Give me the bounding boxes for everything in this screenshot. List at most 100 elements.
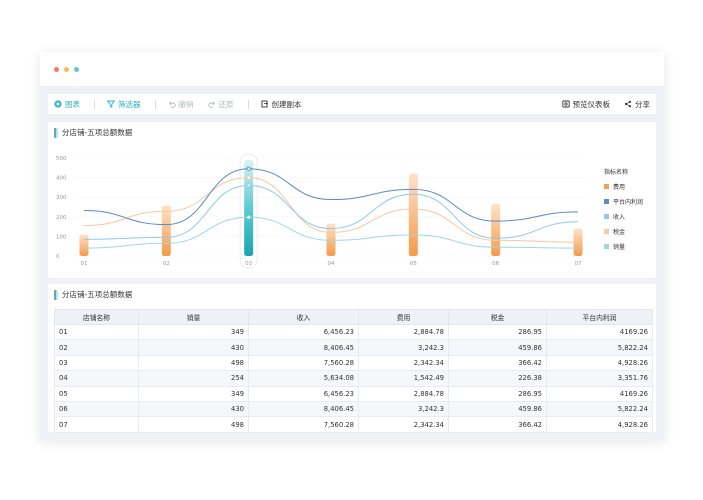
y-tick-label: 500 <box>56 156 67 162</box>
data-table: 店铺名称 销量 收入 费用 税金 平台内利润 01 349 6,456.23 2,884.78 2… <box>54 309 653 433</box>
close-dot-icon[interactable] <box>54 67 59 72</box>
y-tick-label: 300 <box>56 195 67 201</box>
redo-icon <box>207 100 216 108</box>
table-cell: 286.95 <box>448 385 547 402</box>
column-header[interactable]: 平台内利润 <box>546 309 653 325</box>
window-titlebar <box>40 52 664 86</box>
legend-label: 销量 <box>613 244 626 251</box>
legend-label: 收入 <box>613 214 626 221</box>
redo-button[interactable]: 还原 <box>207 99 234 110</box>
column-header[interactable]: 店铺名称 <box>54 309 139 325</box>
table-row[interactable]: 04 254 5,634.08 1,542.49 226.38 3,351.76 <box>54 370 653 387</box>
share-button[interactable]: 分享 <box>624 99 650 110</box>
table-panel: 分店铺-五项总额数据 店铺名称 销量 收入 费用 税金 平台内利润 01 349 6,456.… <box>48 284 656 433</box>
table-cell: 430 <box>138 339 249 356</box>
toolbar-right-group: 预览仪表板 分享 <box>548 99 650 110</box>
table-cell: 459.86 <box>448 339 547 356</box>
table-row[interactable]: 06 430 8,406.45 3,242.3 459.86 5,822.24 <box>54 400 653 418</box>
line-series-收入 <box>83 184 579 240</box>
table-row[interactable]: 07 498 7,560.28 2,342.34 366.42 4,928.26 <box>54 416 653 433</box>
line-series-销量 <box>83 216 579 249</box>
table-cell: 1,542.49 <box>358 370 449 387</box>
bar-05 <box>408 173 418 256</box>
redo-label: 还原 <box>218 99 234 109</box>
table-cell: 02 <box>54 339 139 356</box>
table-cell: 3,242.3 <box>358 400 449 418</box>
toolbar-divider <box>247 99 249 109</box>
y-tick-label: 400 <box>56 176 67 182</box>
table-cell: 3,242.3 <box>358 339 449 356</box>
legend-item[interactable]: 税金 <box>604 227 643 236</box>
table-cell: 03 <box>54 354 139 372</box>
add-chart-button[interactable]: 图表 <box>54 99 80 110</box>
legend-title: 指标名称 <box>604 169 629 176</box>
filter-label: 筛选器 <box>118 99 141 109</box>
filter-button[interactable]: 筛选器 <box>107 99 141 110</box>
table-icon <box>54 289 58 300</box>
column-header[interactable]: 税金 <box>448 309 547 325</box>
table-cell: 7,560.28 <box>248 354 359 372</box>
legend-item[interactable]: 费用 <box>604 182 643 191</box>
table-cell: 5,822.24 <box>546 400 653 418</box>
legend-item[interactable]: 收入 <box>604 212 643 221</box>
table-cell: 05 <box>54 385 139 402</box>
minimize-dot-icon[interactable] <box>64 67 69 72</box>
chart-panel: 分店铺-五项总额数据 0 100 200 300 400 500 01 02 03 04 05 06 0… <box>48 122 656 278</box>
legend-label: 平台内利润 <box>613 199 644 206</box>
table-header-row: 店铺名称 销量 收入 费用 税金 平台内利润 <box>54 309 653 325</box>
line-point-平台内利润 <box>246 166 251 171</box>
bar-03 <box>244 159 254 256</box>
plus-circle-icon <box>54 100 62 108</box>
column-header[interactable]: 销量 <box>138 309 249 325</box>
table-row[interactable]: 01 349 6,456.23 2,884.78 286.95 4169.26 <box>54 323 653 341</box>
table-cell: 459.86 <box>448 400 547 418</box>
legend-label: 税金 <box>613 229 626 236</box>
chart-panel-header: 分店铺-五项总额数据 <box>54 127 132 138</box>
table-cell: 2,884.78 <box>358 323 449 341</box>
preview-dashboard-label: 预览仪表板 <box>572 99 611 109</box>
bar-chart-icon <box>54 127 58 138</box>
dashboard-window: 图表 筛选器 撤销 还原 创建副本 <box>40 52 664 440</box>
legend-swatch <box>604 244 609 249</box>
preview-dashboard-button[interactable]: 预览仪表板 <box>561 99 611 110</box>
maximize-dot-icon[interactable] <box>74 67 79 72</box>
table-cell: 349 <box>138 323 249 341</box>
table-body: 01 349 6,456.23 2,884.78 286.95 4169.26 02 430 8… <box>54 323 653 433</box>
share-label: 分享 <box>635 99 650 109</box>
table-cell: 7,560.28 <box>248 416 359 433</box>
column-header[interactable]: 费用 <box>358 309 449 325</box>
add-chart-label: 图表 <box>65 99 80 109</box>
undo-label: 撤销 <box>178 99 194 109</box>
table-row[interactable]: 05 349 6,456.23 2,884.78 286.95 4169.26 <box>54 385 653 402</box>
table-cell: 01 <box>54 323 139 341</box>
column-header[interactable]: 收入 <box>248 309 359 325</box>
x-tick-label-06: 06 <box>492 261 499 267</box>
legend-swatch <box>604 214 609 219</box>
table-cell: 4,928.26 <box>546 416 653 433</box>
combo-chart[interactable]: 0 100 200 300 400 500 01 02 03 04 05 06 07 <box>48 122 656 278</box>
table-cell: 430 <box>138 400 249 418</box>
line-point-税金 <box>246 175 251 180</box>
preview-icon <box>561 100 570 108</box>
x-tick-label-03: 03 <box>245 261 252 267</box>
legend-item[interactable]: 销量 <box>604 242 643 251</box>
table-cell: 6,456.23 <box>248 385 359 402</box>
toolbar-divider <box>94 99 95 109</box>
line-series-平台内利润 <box>83 168 579 226</box>
bar-02 <box>161 205 171 256</box>
table-cell: 07 <box>54 416 139 433</box>
legend-item[interactable]: 平台内利润 <box>604 197 643 206</box>
table-cell: 498 <box>138 416 249 433</box>
x-tick-label-04: 04 <box>328 261 335 267</box>
table-row[interactable]: 03 498 7,560.28 2,342.34 366.42 4,928.26 <box>54 354 653 372</box>
table-row[interactable]: 02 430 8,406.45 3,242.3 459.86 5,822.24 <box>54 339 653 356</box>
line-point-收入 <box>246 183 251 188</box>
table-cell: 04 <box>54 370 139 387</box>
x-tick-label-05: 05 <box>410 261 417 267</box>
create-copy-button[interactable]: 创建副本 <box>261 99 302 110</box>
table-cell: 6,456.23 <box>248 323 359 341</box>
y-tick-label: 200 <box>56 215 67 221</box>
undo-button[interactable]: 撤销 <box>168 99 194 110</box>
filter-icon <box>107 100 115 108</box>
table-cell: 286.95 <box>448 323 547 341</box>
